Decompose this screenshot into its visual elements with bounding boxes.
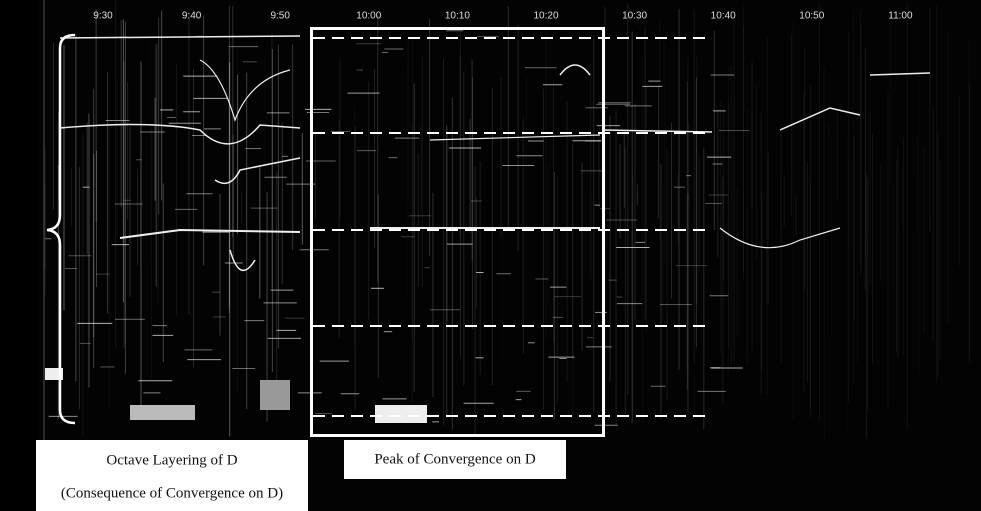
time-label: 11:00: [888, 11, 913, 22]
bright-block: [130, 405, 195, 420]
time-label: 10:30: [622, 11, 647, 22]
bright-block: [260, 380, 290, 410]
left-strip: [0, 0, 38, 511]
annotation-text: Octave Layering of D: [106, 452, 237, 468]
time-label: 9:30: [93, 11, 113, 22]
annotation-text: (Consequence of Convergence on D): [61, 485, 283, 501]
spectrogram-screenshot: 9:30 9:40 9:50 10:00 10:10 10:20 10:30 10:40 10:…: [0, 0, 981, 511]
time-label: 10:20: [533, 11, 558, 22]
time-label: 9:40: [182, 11, 202, 22]
time-label: 10:00: [356, 11, 381, 22]
time-label: 10:40: [711, 11, 736, 22]
time-label: 9:50: [270, 11, 290, 22]
time-label: 10:50: [799, 11, 824, 22]
time-label: 10:10: [445, 11, 470, 22]
annotation-text: Peak of Convergence on D: [374, 451, 536, 467]
bright-block: [375, 405, 427, 423]
